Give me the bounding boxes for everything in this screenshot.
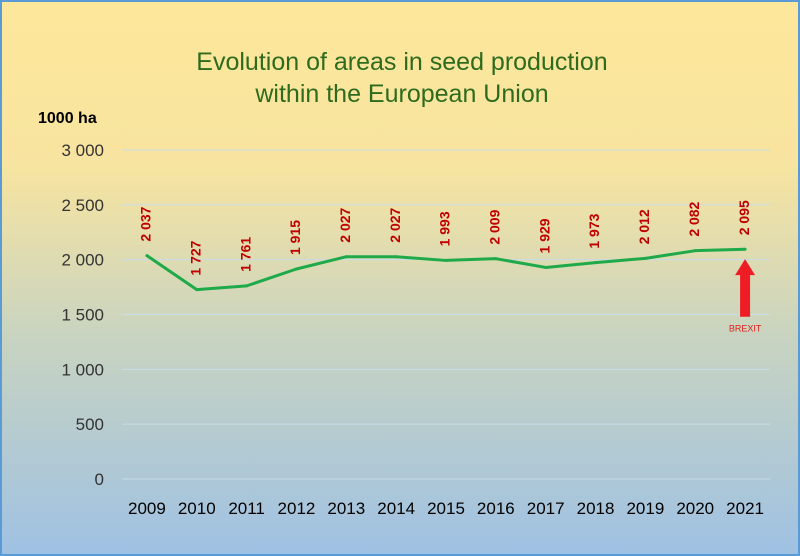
data-label: 1 761 bbox=[237, 237, 253, 272]
y-tick-label: 3 000 bbox=[61, 141, 104, 160]
x-tick-label: 2009 bbox=[128, 499, 166, 518]
y-tick-label: 2 500 bbox=[61, 196, 104, 215]
data-point bbox=[594, 261, 598, 265]
data-point bbox=[294, 267, 298, 271]
data-label: 2 037 bbox=[138, 206, 154, 241]
x-tick-label: 2017 bbox=[527, 499, 565, 518]
data-label: 1 973 bbox=[586, 213, 602, 248]
data-label: 2 027 bbox=[387, 207, 403, 242]
data-label: 1 727 bbox=[187, 240, 203, 275]
brexit-arrow-icon bbox=[735, 259, 756, 317]
y-tick-label: 1 500 bbox=[61, 306, 104, 325]
x-tick-label: 2019 bbox=[626, 499, 664, 518]
x-tick-label: 2010 bbox=[178, 499, 216, 518]
chart-title-line-1: Evolution of areas in seed production bbox=[196, 48, 608, 76]
y-tick-label: 1 000 bbox=[61, 360, 104, 379]
x-tick-label: 2015 bbox=[427, 499, 465, 518]
data-point bbox=[394, 255, 398, 259]
data-point bbox=[145, 254, 149, 258]
x-tick-label: 2013 bbox=[327, 499, 365, 518]
data-point bbox=[743, 247, 747, 251]
data-point bbox=[693, 249, 697, 253]
data-label: 2 027 bbox=[337, 207, 353, 242]
data-point bbox=[494, 257, 498, 261]
x-tick-label: 2011 bbox=[228, 499, 265, 518]
data-label: 1 915 bbox=[287, 220, 303, 255]
y-axis-label: 1000 ha bbox=[38, 110, 97, 127]
data-label: 2 082 bbox=[686, 201, 702, 236]
x-tick-label: 2018 bbox=[577, 499, 615, 518]
data-label: 2 009 bbox=[487, 209, 503, 244]
x-tick-label: 2020 bbox=[676, 499, 714, 518]
x-tick-label: 2016 bbox=[477, 499, 515, 518]
chart-title-line-2: within the European Union bbox=[255, 80, 549, 108]
data-point bbox=[344, 255, 348, 259]
x-tick-label: 2012 bbox=[278, 499, 316, 518]
x-tick-label: 2021 bbox=[726, 499, 764, 518]
y-tick-label: 0 bbox=[95, 470, 104, 489]
y-tick-label: 500 bbox=[76, 415, 104, 434]
brexit-annotation: BREXIT bbox=[729, 324, 762, 334]
y-tick-label: 2 000 bbox=[61, 251, 104, 270]
data-label: 1 993 bbox=[437, 211, 453, 246]
data-label: 2 012 bbox=[636, 209, 652, 244]
data-point bbox=[544, 265, 548, 269]
chart-title: Evolution of areas in seed production wi… bbox=[172, 46, 632, 110]
data-label: 1 929 bbox=[536, 218, 552, 253]
data-point bbox=[643, 256, 647, 260]
data-point bbox=[444, 258, 448, 262]
x-tick-label: 2014 bbox=[377, 499, 415, 518]
data-point bbox=[245, 284, 249, 288]
data-point bbox=[195, 288, 199, 292]
data-label: 2 095 bbox=[736, 200, 752, 235]
